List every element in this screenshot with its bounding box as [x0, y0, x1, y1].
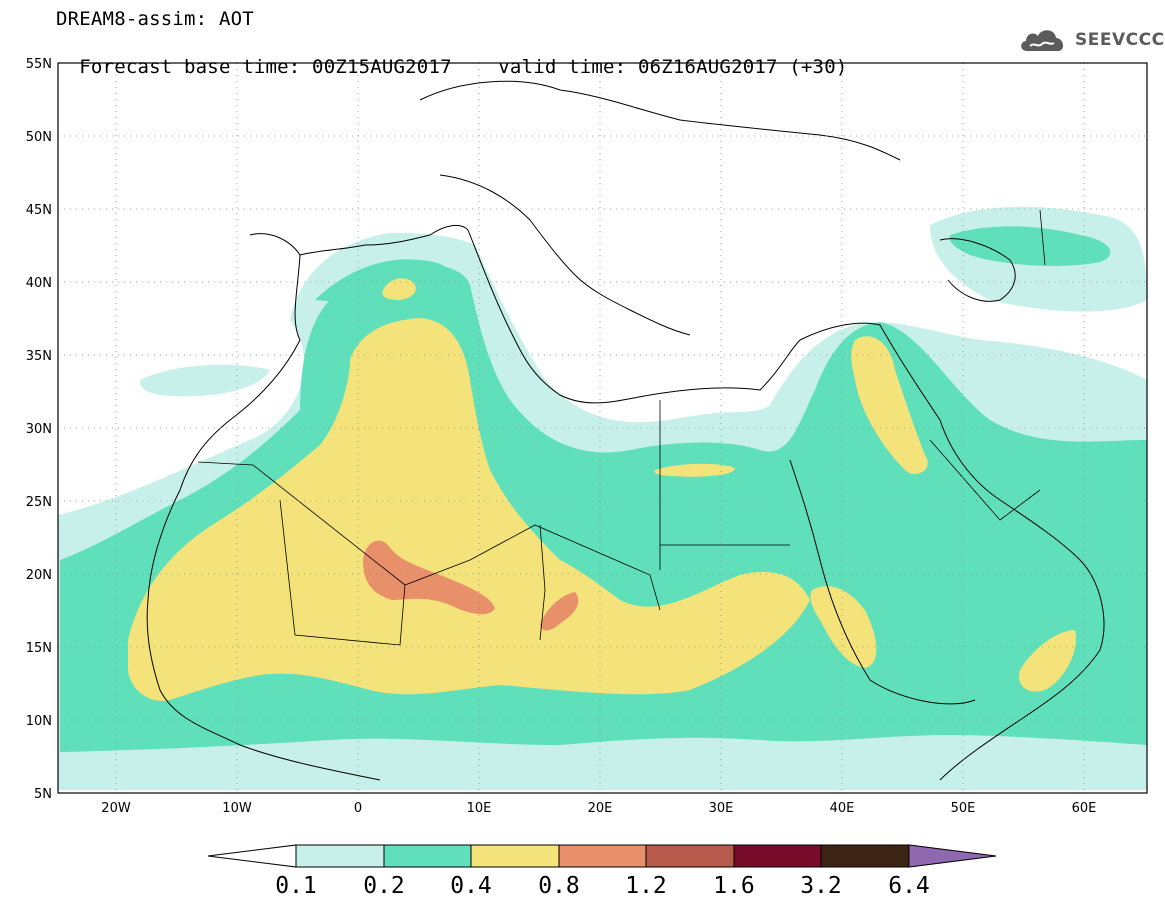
- colorbar-label: 1.2: [625, 873, 667, 899]
- lat-label: 10N: [26, 714, 52, 729]
- lat-label: 55N: [26, 57, 52, 72]
- colorbar-high-triangle: [908, 844, 997, 868]
- lat-label: 45N: [26, 203, 52, 218]
- colorbar-label: 0.4: [450, 873, 492, 899]
- colorbar-bin: [645, 844, 735, 868]
- colorbar-label: 0.1: [275, 873, 317, 899]
- lat-label: 35N: [26, 349, 52, 364]
- lat-label: 20N: [26, 568, 52, 583]
- aot-band-0-4: [128, 278, 1076, 701]
- colorbar-bin: [820, 844, 910, 868]
- time-info-line: Forecast base time: 00Z15AUG2017 valid t…: [56, 34, 847, 78]
- colorbar: [207, 844, 997, 868]
- lon-label: 60E: [1072, 801, 1097, 816]
- lon-label: 20E: [588, 801, 613, 816]
- lat-label: 40N: [26, 276, 52, 291]
- colorbar-label: 6.4: [888, 873, 930, 899]
- colorbar-labels: 0.1 0.2 0.4 0.8 1.2 1.6 3.2 6.4: [275, 873, 930, 899]
- forecast-base-time: Forecast base time: 00Z15AUG2017: [79, 56, 452, 78]
- cloud-icon: [1021, 30, 1064, 51]
- lat-label: 50N: [26, 130, 52, 145]
- colorbar-bin: [470, 844, 560, 868]
- lat-label: 15N: [26, 641, 52, 656]
- lon-label: 10W: [222, 801, 252, 816]
- colorbar-bin: [733, 844, 822, 868]
- lon-label: 20W: [101, 801, 131, 816]
- longitude-axis: 20W 10W 0 10E 20E 30E 40E 50E 60E: [101, 801, 1096, 816]
- lat-label: 25N: [26, 495, 52, 510]
- colorbar-low-triangle: [207, 844, 297, 868]
- aot-band-0-8: [363, 540, 579, 631]
- colorbar-label: 0.2: [363, 873, 405, 899]
- valid-time: valid time: 06Z16AUG2017 (+30): [498, 56, 848, 78]
- lon-label: 50E: [951, 801, 976, 816]
- lat-label: 30N: [26, 422, 52, 437]
- lon-label: 40E: [830, 801, 855, 816]
- lat-label: 5N: [34, 787, 52, 802]
- map-frame: [57, 62, 1148, 794]
- country-borders: [197, 209, 1046, 646]
- colorbar-label: 3.2: [800, 873, 842, 899]
- lon-label: 10E: [467, 801, 492, 816]
- aot-field: [58, 206, 1147, 790]
- latitude-axis: 55N 50N 45N 40N 35N 30N 25N 20N 15N 10N …: [26, 57, 52, 802]
- lon-label: 30E: [709, 801, 734, 816]
- colorbar-label: 1.6: [713, 873, 755, 899]
- colorbar-bin: [295, 844, 385, 868]
- map-title: DREAM8-assim: AOT: [56, 8, 254, 30]
- colorbar-bin: [558, 844, 647, 868]
- lon-label: 0: [354, 801, 362, 816]
- colorbar-bin: [383, 844, 472, 868]
- logo-text: SEEVCCC: [1075, 30, 1165, 50]
- colorbar-label: 0.8: [538, 873, 580, 899]
- coastlines: [146, 80, 1105, 781]
- seevccc-logo: SEEVCCC: [1017, 24, 1165, 56]
